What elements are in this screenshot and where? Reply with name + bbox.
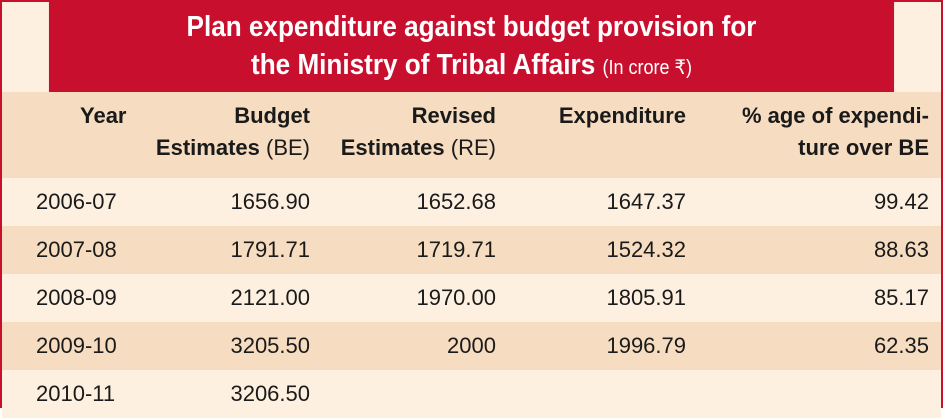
title-line-1: Plan expenditure against budget provisio…: [186, 11, 757, 43]
header-percent-expenditure: % age of expendi- ture over BE: [698, 92, 941, 178]
cell-expenditure: 1805.91: [508, 274, 698, 322]
cell-re: 1719.71: [322, 226, 508, 274]
table-row: 2010-11 3206.50: [2, 370, 941, 418]
title-line-2-text: the Ministry of Tribal Affairs: [251, 49, 596, 81]
cell-year: 2010-11: [2, 370, 152, 418]
cell-pct: 85.17: [698, 274, 941, 322]
table-row: 2006-07 1656.90 1652.68 1647.37 99.42: [2, 178, 941, 226]
header-re-line2: Estimates: [340, 135, 445, 160]
cell-year: 2008-09: [2, 274, 152, 322]
cell-re: 2000: [322, 322, 508, 370]
cell-pct: 99.42: [698, 178, 941, 226]
cell-year: 2006-07: [2, 178, 152, 226]
cell-pct: 62.35: [698, 322, 941, 370]
cell-pct: 88.63: [698, 226, 941, 274]
header-be-line1: Budget: [234, 103, 310, 128]
header-be-abbr: (BE): [266, 135, 310, 160]
header-pct-line1: % age of expendi-: [741, 103, 929, 128]
cell-be: 1656.90: [152, 178, 322, 226]
expenditure-table: Year Budget Estimates (BE) Revised Estim…: [2, 92, 941, 418]
header-re-abbr: (RE): [450, 135, 496, 160]
unit-label: (In crore ₹): [602, 57, 692, 79]
cell-be: 1791.71: [152, 226, 322, 274]
header-expenditure: Expenditure: [508, 92, 698, 178]
cell-be: 3206.50: [152, 370, 322, 418]
table-row: 2008-09 2121.00 1970.00 1805.91 85.17: [2, 274, 941, 322]
cell-pct: [698, 370, 941, 418]
cell-be: 2121.00: [152, 274, 322, 322]
header-pct-line2: ture over BE: [798, 135, 929, 160]
header-be-line2: Estimates: [155, 135, 260, 160]
header-row: Year Budget Estimates (BE) Revised Estim…: [2, 92, 941, 178]
header-re-line1: Revised: [411, 103, 496, 128]
cell-be: 3205.50: [152, 322, 322, 370]
cell-re: [322, 370, 508, 418]
header-revised-estimates: Revised Estimates (RE): [322, 92, 508, 178]
cell-year: 2007-08: [2, 226, 152, 274]
cell-re: 1970.00: [322, 274, 508, 322]
table-title: Plan expenditure against budget provisio…: [48, 2, 895, 92]
cell-expenditure: 1524.32: [508, 226, 698, 274]
cell-expenditure: 1996.79: [508, 322, 698, 370]
cell-expenditure: [508, 370, 698, 418]
header-budget-estimates: Budget Estimates (BE): [152, 92, 322, 178]
cell-expenditure: 1647.37: [508, 178, 698, 226]
cell-re: 1652.68: [322, 178, 508, 226]
cell-year: 2009-10: [2, 322, 152, 370]
table-row: 2009-10 3205.50 2000 1996.79 62.35: [2, 322, 941, 370]
table-row: 2007-08 1791.71 1719.71 1524.32 88.63: [2, 226, 941, 274]
header-year: Year: [2, 92, 152, 178]
title-line-2: the Ministry of Tribal Affairs (In crore…: [49, 46, 894, 87]
